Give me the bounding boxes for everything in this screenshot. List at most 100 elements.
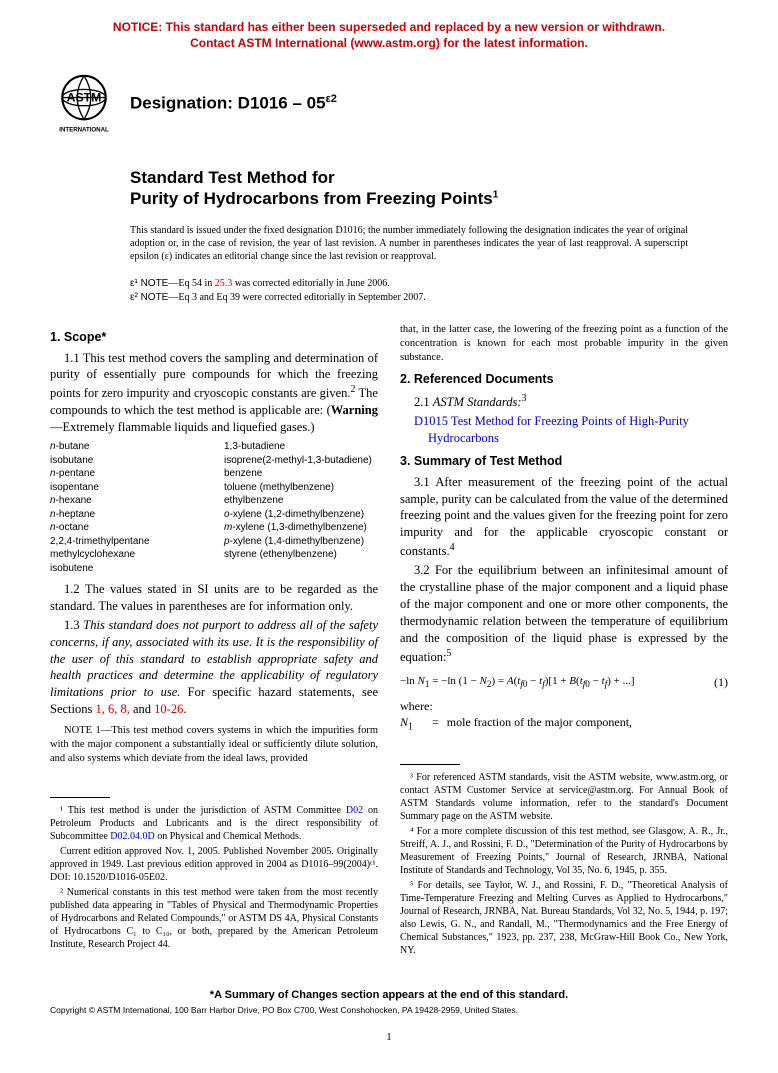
- copyright-line: Copyright © ASTM International, 100 Barr…: [50, 1005, 728, 1015]
- title-line1: Standard Test Method for: [130, 167, 728, 188]
- p-2-1: 2.1 ASTM Standards:3: [400, 392, 728, 411]
- summary-of-changes-line: *A Summary of Changes section appears at…: [50, 989, 728, 1001]
- ref-text: Test Method for Freezing Points of High-…: [428, 414, 689, 445]
- p13d: and: [130, 702, 154, 716]
- designation: Designation: D1016 – 05ε2: [130, 93, 337, 114]
- cl-5: n-heptane: [50, 508, 204, 522]
- document-page: NOTICE: This standard has either been su…: [0, 0, 778, 1073]
- footnotes-left: ¹ This test method is under the jurisdic…: [50, 804, 378, 951]
- astm-logo: ASTM INTERNATIONAL: [50, 69, 118, 137]
- eps2-note-word: NOTE: [141, 292, 169, 303]
- eps1-note-word: NOTE: [141, 278, 169, 289]
- cl-3: isopentane: [50, 481, 204, 495]
- fn4: ⁴ For a more complete discussion of this…: [400, 825, 728, 877]
- where-eq: =: [432, 714, 439, 734]
- notice-line1: NOTICE: This standard has either been su…: [113, 20, 665, 34]
- eps1-label: ε¹: [130, 278, 141, 289]
- right-column: that, in the latter case, the lowering o…: [400, 323, 728, 960]
- p13a: 1.3: [64, 618, 83, 632]
- footnotes-right: ³ For referenced ASTM standards, visit t…: [400, 771, 728, 957]
- compounds-left: n-butane isobutane n-pentane isopentane …: [50, 440, 204, 575]
- cl-1: isobutane: [50, 454, 204, 468]
- cr-5: o-xylene (1,2-dimethylbenzene): [224, 508, 378, 522]
- issue-note: This standard is issued under the fixed …: [130, 224, 688, 263]
- p32-sup: 5: [447, 648, 452, 659]
- cr-8: styrene (ethenylbenzene): [224, 548, 378, 562]
- eps-note-1: ε¹ NOTE—Eq 54 in 25.3 was corrected edit…: [130, 277, 728, 291]
- ref-code: D1015: [414, 414, 448, 428]
- eps1-link[interactable]: 25.3: [215, 278, 233, 289]
- fn1-link2[interactable]: D02.04.0D: [110, 831, 154, 842]
- sec3-head: 3. Summary of Test Method: [400, 453, 728, 470]
- note-1: NOTE 1—This test method covers systems i…: [50, 724, 378, 767]
- body-columns: 1. Scope* 1.1 This test method covers th…: [50, 323, 728, 960]
- equation-1: −ln N1 = −ln (1 − N2) = A(tf0 − tf)[1 + …: [400, 674, 728, 691]
- designation-label: Designation: D1016 – 05: [130, 94, 326, 113]
- sec2-head: 2. Referenced Documents: [400, 371, 728, 388]
- p11c: —Extremely flammable liquids and liquefi…: [50, 420, 315, 434]
- fn1a: ¹ This test method is under the jurisdic…: [60, 805, 346, 816]
- notice-line2: Contact ASTM International (www.astm.org…: [190, 36, 588, 50]
- ref-d1015[interactable]: D1015 Test Method for Freezing Points of…: [400, 413, 728, 447]
- where-txt: mole fraction of the major component,: [447, 714, 632, 734]
- fn1c: on Physical and Chemical Methods.: [155, 831, 302, 842]
- fn1-link1[interactable]: D02: [346, 805, 363, 816]
- p13-links2[interactable]: 10-26: [154, 702, 183, 716]
- left-column: 1. Scope* 1.1 This test method covers th…: [50, 323, 378, 960]
- footnote-rule-right: [400, 764, 460, 765]
- p21-sup: 3: [522, 393, 527, 404]
- cl-4: n-hexane: [50, 494, 204, 508]
- fn5: ⁵ For details, see Taylor, W. J., and Ro…: [400, 879, 728, 957]
- supersede-notice: NOTICE: This standard has either been su…: [50, 20, 728, 51]
- fn2: ² Numerical constants in this test metho…: [50, 886, 378, 951]
- p-1-1: 1.1 This test method covers the sampling…: [50, 350, 378, 437]
- p-3-1: 3.1 After measurement of the freezing po…: [400, 474, 728, 561]
- where-row-1: N1 = mole fraction of the major componen…: [400, 714, 728, 734]
- p-1-3: 1.3 This standard does not purport to ad…: [50, 617, 378, 718]
- where-block: where: N1 = mole fraction of the major c…: [400, 698, 728, 734]
- p13e: .: [183, 702, 186, 716]
- fn1d: Current edition approved Nov. 1, 2005. P…: [50, 845, 378, 884]
- cr-6: m-xylene (1,3-dimethylbenzene): [224, 521, 378, 535]
- cl-9: isobutene: [50, 562, 204, 576]
- eps1-tail: was corrected editorially in June 2006.: [232, 278, 389, 289]
- cr-4: ethylbenzene: [224, 494, 378, 508]
- eps2-text: —Eq 3 and Eq 39 were corrected editorial…: [168, 292, 425, 303]
- eps2-label: ε²: [130, 292, 141, 303]
- footnote-rule-left: [50, 797, 110, 798]
- title-line2-wrap: Purity of Hydrocarbons from Freezing Poi…: [130, 188, 728, 209]
- cr-3: toluene (methylbenzene): [224, 481, 378, 495]
- where-n1: N1: [400, 714, 424, 734]
- compound-list: n-butane isobutane n-pentane isopentane …: [50, 440, 378, 575]
- designation-epsilon: ε2: [326, 93, 337, 105]
- p-3-2: 3.2 For the equilibrium between an infin…: [400, 562, 728, 665]
- p11a: 1.1 This test method covers the sampling…: [50, 351, 378, 401]
- p11-warn: Warning: [331, 403, 378, 417]
- compounds-right: 1,3-butadiene isoprene(2-methyl-1,3-buta…: [224, 440, 378, 575]
- eps-note-2: ε² NOTE—Eq 3 and Eq 39 were corrected ed…: [130, 291, 728, 305]
- cl-2: n-pentane: [50, 467, 204, 481]
- epsilon-notes: ε¹ NOTE—Eq 54 in 25.3 was corrected edit…: [130, 277, 728, 305]
- p21: 2.1: [414, 395, 433, 409]
- cr-0: 1,3-butadiene: [224, 440, 378, 454]
- cr-2: benzene: [224, 467, 378, 481]
- p31-sup: 4: [450, 542, 455, 553]
- fn1: ¹ This test method is under the jurisdic…: [50, 804, 378, 843]
- eq-num: (1): [714, 674, 728, 690]
- title-sup: 1: [493, 190, 499, 201]
- title-line2: Purity of Hydrocarbons from Freezing Poi…: [130, 189, 493, 208]
- p21i: ASTM Standards:: [433, 395, 522, 409]
- sec1-head: 1. Scope*: [50, 329, 378, 346]
- logo-text-top: ASTM: [67, 91, 102, 105]
- cr-7: p-xylene (1,4-dimethylbenzene): [224, 535, 378, 549]
- note1-label: NOTE 1—: [64, 725, 111, 736]
- eq-body: −ln N1 = −ln (1 − N2) = A(tf0 − tf)[1 + …: [400, 674, 634, 691]
- cl-0: n-butane: [50, 440, 204, 454]
- col2-continuation: that, in the latter case, the lowering o…: [400, 323, 728, 366]
- p-1-2: 1.2 The values stated in SI units are to…: [50, 581, 378, 615]
- page-number: 1: [50, 1031, 728, 1043]
- where-label: where:: [400, 698, 728, 714]
- cr-1: isoprene(2-methyl-1,3-butadiene): [224, 454, 378, 468]
- p13-links[interactable]: 1, 6, 8,: [95, 702, 129, 716]
- eps1-text: —Eq 54 in: [168, 278, 214, 289]
